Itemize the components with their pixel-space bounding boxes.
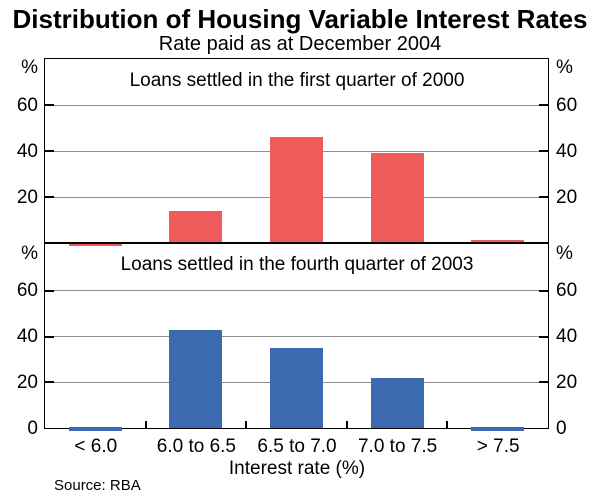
y-axis-label: 0 bbox=[27, 417, 38, 439]
right-tick bbox=[539, 150, 548, 152]
panel-label-q1-2000: Loans settled in the first quarter of 20… bbox=[129, 70, 465, 91]
bar bbox=[169, 210, 223, 243]
bar bbox=[471, 427, 525, 431]
right-tick bbox=[539, 381, 548, 384]
chart-title: Distribution of Housing Variable Interes… bbox=[12, 4, 588, 34]
left-tick bbox=[45, 335, 54, 338]
left-tick bbox=[45, 104, 54, 106]
left-tick bbox=[45, 150, 54, 152]
y-axis-label: % bbox=[556, 56, 573, 78]
chart-subtitle: Rate paid as at December 2004 bbox=[158, 33, 442, 55]
bar bbox=[169, 329, 223, 428]
bar bbox=[68, 427, 122, 431]
panel-divider-axis bbox=[45, 242, 548, 244]
x-axis-tick bbox=[345, 421, 348, 428]
y-axis-label: 20 bbox=[16, 371, 38, 393]
y-axis-label: 0 bbox=[556, 417, 567, 439]
bar bbox=[68, 242, 122, 246]
right-tick bbox=[539, 335, 548, 338]
x-axis-tick bbox=[446, 421, 449, 428]
x-axis-category-label: 6.0 to 6.5 bbox=[156, 436, 236, 457]
bar bbox=[370, 153, 424, 243]
x-axis-category-label: 6.5 to 7.0 bbox=[257, 436, 337, 457]
y-axis-label: 20 bbox=[556, 186, 578, 208]
source-note: Source: RBA bbox=[54, 477, 141, 494]
y-axis-label: % bbox=[21, 56, 38, 78]
x-axis-category-label: > 7.5 bbox=[476, 436, 520, 457]
y-axis-label: 60 bbox=[556, 280, 578, 302]
bar bbox=[270, 347, 323, 428]
y-axis-label: 60 bbox=[16, 280, 38, 302]
left-tick bbox=[45, 381, 54, 384]
left-tick bbox=[45, 289, 54, 292]
x-axis-category-label: < 6.0 bbox=[74, 436, 118, 457]
y-axis-label: 20 bbox=[16, 186, 38, 208]
panel-q1-2000 bbox=[45, 59, 548, 246]
y-axis-label: 40 bbox=[556, 140, 578, 162]
y-axis-label: 40 bbox=[16, 326, 38, 347]
bar bbox=[370, 377, 424, 428]
x-axis-category-label: 7.0 to 7.5 bbox=[357, 436, 438, 457]
y-axis-label: % bbox=[21, 242, 38, 264]
bar bbox=[270, 137, 323, 243]
panel-q4-2003 bbox=[45, 245, 548, 431]
gridline bbox=[45, 104, 548, 106]
plot-area bbox=[44, 58, 549, 431]
right-tick bbox=[539, 104, 548, 106]
gridline bbox=[45, 290, 548, 292]
y-axis-label: 60 bbox=[16, 94, 38, 116]
y-axis-label: 40 bbox=[556, 326, 578, 347]
right-tick bbox=[539, 196, 548, 198]
bar bbox=[471, 239, 525, 243]
y-axis-label: % bbox=[556, 242, 573, 264]
x-axis-title: Interest rate (%) bbox=[228, 458, 366, 479]
panel-label-q4-2003: Loans settled in the fourth quarter of 2… bbox=[120, 254, 474, 275]
y-axis-label: 60 bbox=[556, 94, 578, 116]
y-axis-label: 20 bbox=[556, 371, 578, 393]
gridline bbox=[45, 336, 548, 337]
right-tick bbox=[539, 289, 548, 292]
y-axis-label: 40 bbox=[16, 140, 38, 162]
x-axis-tick bbox=[144, 421, 147, 428]
x-axis-tick bbox=[245, 421, 248, 428]
left-tick bbox=[45, 196, 54, 198]
